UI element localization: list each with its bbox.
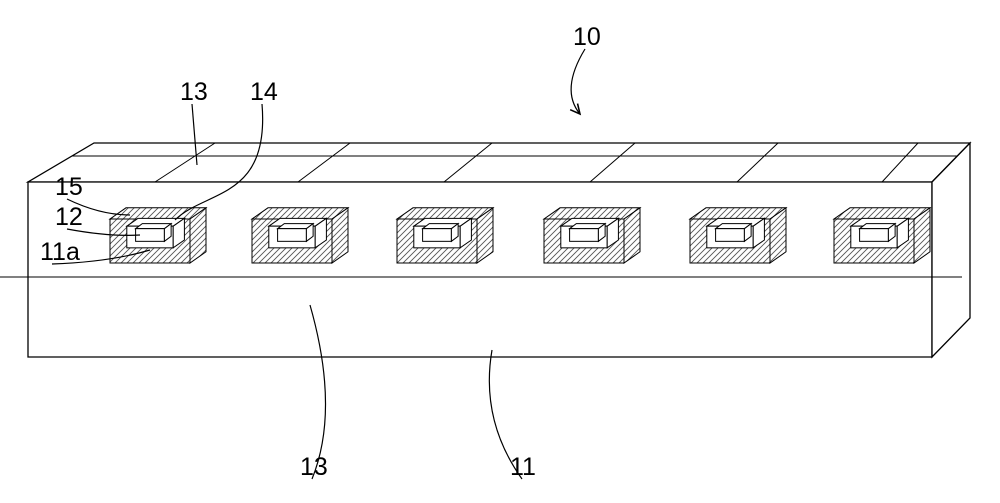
leader-line	[571, 49, 585, 114]
chip	[690, 208, 786, 263]
chip	[397, 208, 493, 263]
ref-label: 15	[55, 173, 83, 201]
ref-label: 11	[510, 453, 536, 481]
ref-label: 11a	[40, 238, 80, 266]
ref-label: 10	[573, 23, 601, 51]
chip	[834, 208, 930, 263]
chip	[544, 208, 640, 263]
slab-top-face	[28, 143, 970, 182]
chip	[252, 208, 348, 263]
ref-label: 14	[250, 78, 278, 106]
ref-label: 13	[180, 78, 208, 106]
ref-label: 12	[55, 203, 83, 231]
ref-label: 13	[300, 453, 328, 481]
